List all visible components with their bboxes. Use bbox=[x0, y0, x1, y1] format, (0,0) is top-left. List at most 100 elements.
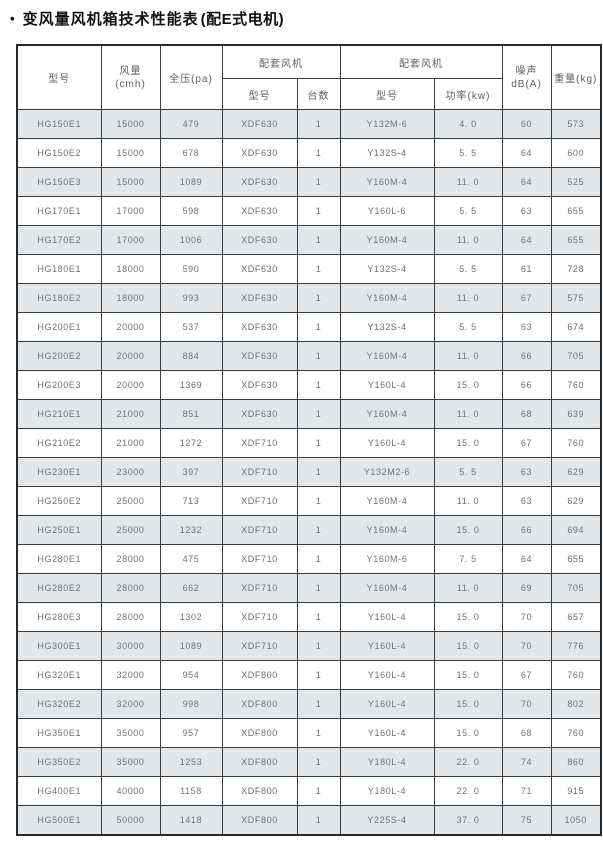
cell-weight: 629 bbox=[550, 457, 602, 487]
cell-fan-qty: 1 bbox=[296, 457, 341, 487]
cell-model: HG150E1 bbox=[16, 109, 102, 139]
cell-airflow: 25000 bbox=[100, 515, 161, 545]
cell-pressure: 479 bbox=[159, 109, 223, 139]
header-motor-group: 配套风机 bbox=[339, 44, 503, 79]
cell-fan-qty: 1 bbox=[296, 602, 341, 632]
cell-fan-model: XDF710 bbox=[221, 457, 298, 487]
cell-noise: 67 bbox=[501, 660, 552, 690]
cell-airflow: 23000 bbox=[100, 457, 161, 487]
cell-weight: 728 bbox=[550, 254, 602, 284]
cell-noise: 64 bbox=[501, 544, 552, 574]
cell-noise: 70 bbox=[501, 689, 552, 719]
cell-weight: 860 bbox=[550, 747, 602, 777]
cell-fan-qty: 1 bbox=[296, 399, 341, 429]
cell-noise: 64 bbox=[501, 167, 552, 197]
cell-noise: 66 bbox=[501, 370, 552, 400]
cell-motor-model: Y160M-6 bbox=[339, 544, 435, 574]
cell-fan-model: XDF800 bbox=[221, 718, 298, 748]
header-weight: 重量(kg) bbox=[550, 44, 602, 110]
table-row: HG150E2 15000 678 XDF630 1 Y132S-4 5. 5 64 600 bbox=[16, 138, 602, 168]
header-motor-power: 功率(kw) bbox=[433, 78, 503, 110]
cell-motor-power: 11. 0 bbox=[433, 167, 503, 197]
cell-fan-model: XDF800 bbox=[221, 747, 298, 777]
cell-airflow: 32000 bbox=[100, 689, 161, 719]
cell-motor-power: 11. 0 bbox=[433, 573, 503, 603]
cell-model: HG150E2 bbox=[16, 138, 102, 168]
cell-motor-model: Y160M-4 bbox=[339, 167, 435, 197]
cell-fan-qty: 1 bbox=[296, 515, 341, 545]
cell-pressure: 1089 bbox=[159, 631, 223, 661]
cell-airflow: 25000 bbox=[100, 486, 161, 516]
cell-pressure: 590 bbox=[159, 254, 223, 284]
table-row: HG500E1 50000 1418 XDF800 1 Y225S-4 37. 0 75 105… bbox=[16, 805, 602, 836]
cell-motor-model: Y160M-4 bbox=[339, 515, 435, 545]
cell-weight: 655 bbox=[550, 196, 602, 226]
header-fan-model-label: 型号 bbox=[248, 90, 271, 102]
cell-motor-power: 5. 5 bbox=[433, 196, 503, 226]
cell-motor-model: Y180L-4 bbox=[339, 776, 435, 806]
cell-weight: 760 bbox=[550, 370, 602, 400]
cell-noise: 70 bbox=[501, 631, 552, 661]
cell-motor-power: 15. 0 bbox=[433, 631, 503, 661]
cell-motor-model: Y132M2-6 bbox=[339, 457, 435, 487]
cell-weight: 760 bbox=[550, 428, 602, 458]
cell-airflow: 28000 bbox=[100, 602, 161, 632]
cell-model: HG280E2 bbox=[16, 573, 102, 603]
cell-pressure: 954 bbox=[159, 660, 223, 690]
cell-model: HG200E1 bbox=[16, 312, 102, 342]
header-motor-model: 型号 bbox=[339, 78, 435, 110]
table-row: HG350E2 35000 1253 XDF800 1 Y180L-4 22. 0 74 860 bbox=[16, 747, 602, 777]
cell-pressure: 993 bbox=[159, 283, 223, 313]
cell-airflow: 50000 bbox=[100, 805, 161, 836]
header-fan-group-label: 配套风机 bbox=[259, 58, 303, 70]
cell-motor-power: 5. 5 bbox=[433, 312, 503, 342]
cell-airflow: 15000 bbox=[100, 167, 161, 197]
cell-motor-model: Y132S-4 bbox=[339, 138, 435, 168]
table-row: HG170E2 17000 1006 XDF630 1 Y160M-4 11. 0 64 655 bbox=[16, 225, 602, 255]
cell-motor-model: Y160M-4 bbox=[339, 399, 435, 429]
cell-airflow: 28000 bbox=[100, 573, 161, 603]
cell-motor-model: Y160L-4 bbox=[339, 602, 435, 632]
cell-fan-model: XDF630 bbox=[221, 283, 298, 313]
cell-fan-model: XDF630 bbox=[221, 109, 298, 139]
cell-airflow: 15000 bbox=[100, 138, 161, 168]
table-row: HG250E1 25000 1232 XDF710 1 Y160M-4 15. 0 66 694 bbox=[16, 515, 602, 545]
cell-model: HG300E1 bbox=[16, 631, 102, 661]
cell-motor-model: Y160L-4 bbox=[339, 631, 435, 661]
cell-fan-qty: 1 bbox=[296, 254, 341, 284]
cell-pressure: 1418 bbox=[159, 805, 223, 836]
cell-motor-model: Y160M-4 bbox=[339, 225, 435, 255]
cell-motor-power: 15. 0 bbox=[433, 428, 503, 458]
cell-pressure: 1158 bbox=[159, 776, 223, 806]
cell-motor-model: Y180L-4 bbox=[339, 747, 435, 777]
title-subtext: (配E式电机) bbox=[200, 11, 285, 28]
cell-model: HG350E2 bbox=[16, 747, 102, 777]
header-fan-group: 配套风机 bbox=[221, 44, 341, 79]
cell-weight: 657 bbox=[550, 602, 602, 632]
cell-airflow: 18000 bbox=[100, 283, 161, 313]
cell-model: HG400E1 bbox=[16, 776, 102, 806]
cell-model: HG320E2 bbox=[16, 689, 102, 719]
cell-fan-model: XDF800 bbox=[221, 776, 298, 806]
cell-model: HG200E3 bbox=[16, 370, 102, 400]
cell-motor-power: 4. 0 bbox=[433, 109, 503, 139]
cell-pressure: 475 bbox=[159, 544, 223, 574]
table-row: HG320E2 32000 998 XDF800 1 Y160L-4 15. 0 70 802 bbox=[16, 689, 602, 719]
cell-motor-power: 15. 0 bbox=[433, 602, 503, 632]
cell-noise: 64 bbox=[501, 225, 552, 255]
cell-pressure: 1089 bbox=[159, 167, 223, 197]
cell-airflow: 28000 bbox=[100, 544, 161, 574]
table-row: HG280E2 28000 662 XDF710 1 Y160M-4 11. 0 69 705 bbox=[16, 573, 602, 603]
cell-fan-qty: 1 bbox=[296, 167, 341, 197]
table-row: HG180E2 18000 993 XDF630 1 Y160M-4 11. 0 67 575 bbox=[16, 283, 602, 313]
header-model: 型号 bbox=[16, 44, 102, 110]
cell-fan-model: XDF800 bbox=[221, 660, 298, 690]
cell-weight: 525 bbox=[550, 167, 602, 197]
cell-pressure: 537 bbox=[159, 312, 223, 342]
cell-fan-qty: 1 bbox=[296, 341, 341, 371]
cell-motor-power: 11. 0 bbox=[433, 399, 503, 429]
table-row: HG230E1 23000 397 XDF710 1 Y132M2-6 5. 5 63 629 bbox=[16, 457, 602, 487]
cell-airflow: 20000 bbox=[100, 341, 161, 371]
header-motor-model-label: 型号 bbox=[376, 90, 398, 102]
cell-motor-power: 11. 0 bbox=[433, 486, 503, 516]
